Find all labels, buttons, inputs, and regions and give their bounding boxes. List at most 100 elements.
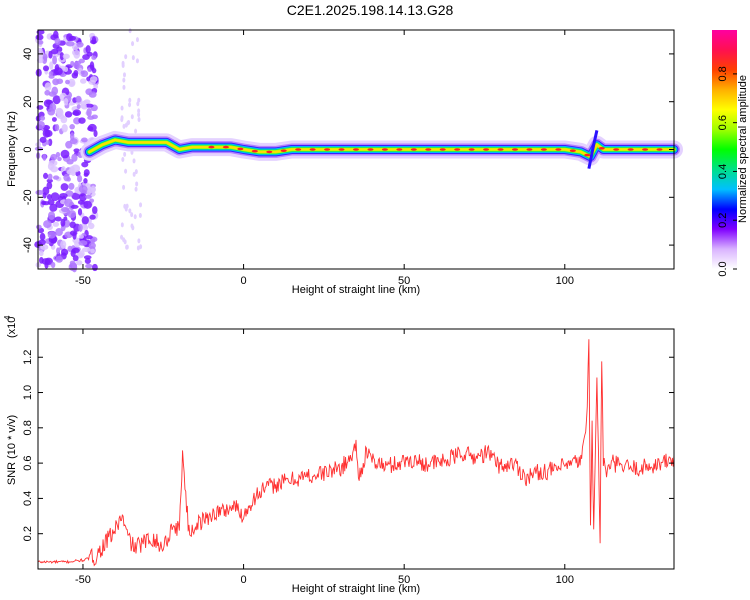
noise-speck — [77, 250, 85, 258]
x-tick-label: 0 — [241, 275, 247, 287]
noise-speck — [71, 72, 78, 79]
y-tick-label: -40 — [22, 237, 34, 253]
noise-speck — [87, 123, 97, 132]
noise-speck — [73, 148, 80, 153]
ridge-peak — [251, 149, 258, 153]
noise-speck — [138, 212, 142, 218]
noise-speck — [85, 194, 92, 199]
y-tick-label: -20 — [22, 189, 34, 205]
noise-speck — [54, 216, 62, 222]
noise-speck — [91, 55, 97, 60]
noise-speck — [136, 245, 140, 251]
colorbar-tick-label: 0.8 — [717, 66, 729, 81]
noise-speck — [128, 28, 132, 34]
noise-speck — [48, 159, 58, 167]
colorbar-tick-label: 0.6 — [717, 115, 729, 130]
noise-speck — [63, 98, 69, 106]
noise-speck — [122, 84, 126, 90]
noise-speck — [69, 221, 76, 229]
noise-speck — [52, 175, 60, 180]
noise-speck — [77, 208, 83, 216]
noise-speck — [135, 37, 139, 43]
ridge-peak — [410, 148, 417, 151]
noise-speck — [137, 97, 141, 103]
noise-speck — [39, 115, 46, 121]
noise-speck — [90, 237, 96, 244]
noise-speck — [78, 223, 83, 232]
noise-speck — [89, 214, 96, 220]
noise-speck — [80, 103, 87, 109]
noise-speck — [46, 178, 53, 183]
noise-speck — [49, 203, 58, 212]
noise-speck — [87, 222, 95, 230]
noise-speck — [49, 61, 54, 70]
colorbar-gradient — [712, 30, 737, 269]
noise-speck — [67, 245, 73, 252]
ridge-peak — [555, 148, 562, 151]
noise-speck — [36, 57, 44, 64]
ridge-peak — [381, 148, 388, 151]
noise-speck — [79, 193, 87, 202]
noise-speck — [79, 78, 87, 84]
noise-speck — [75, 95, 82, 103]
colorbar-tick-label: 0.0 — [717, 261, 729, 276]
noise-speck — [121, 157, 125, 163]
y-tick-label: 0.2 — [22, 526, 34, 541]
noise-speck — [55, 255, 64, 263]
ridge-peak — [642, 148, 649, 151]
noise-speck — [134, 128, 138, 134]
noise-speck — [85, 263, 93, 269]
y-tick-label: 0 — [22, 146, 34, 152]
noise-speck — [48, 50, 53, 59]
noise-speck — [41, 56, 48, 64]
noise-speck — [83, 172, 89, 177]
noise-speck — [54, 64, 60, 72]
noise-speck — [81, 161, 89, 168]
noise-speck — [135, 181, 139, 187]
noise-speck — [91, 67, 97, 74]
noise-speck — [90, 248, 95, 254]
ridge-peak — [353, 148, 359, 151]
noise-speck — [77, 174, 83, 183]
noise-speck — [51, 117, 57, 122]
ridge-peak — [222, 145, 229, 149]
noise-speck — [36, 29, 45, 35]
noise-speck — [60, 115, 68, 124]
noise-speck — [59, 52, 65, 61]
spectrogram-x-label: Height of straight line (km) — [292, 284, 420, 296]
noise-speck — [62, 53, 70, 60]
noise-speck — [65, 79, 70, 85]
noise-speck — [43, 172, 49, 180]
snr-multiplier: (x10 — [6, 317, 18, 338]
noise-speck — [125, 244, 129, 250]
y-tick-label: 1.0 — [22, 385, 34, 400]
noise-speck — [78, 240, 88, 246]
noise-speck — [50, 261, 56, 269]
noise-speck — [137, 112, 141, 118]
y-tick-label: 40 — [22, 48, 34, 60]
noise-speck — [55, 227, 63, 237]
noise-speck — [132, 158, 136, 164]
ridge-peak — [613, 148, 620, 151]
noise-speck — [128, 97, 132, 103]
noise-speck — [50, 192, 60, 201]
snr-y-label: SNR (10 * v/v) — [6, 415, 18, 485]
ridge-peak — [540, 148, 547, 151]
ridge-peak — [526, 148, 533, 151]
noise-speck — [66, 177, 71, 182]
noise-speck — [134, 186, 138, 192]
noise-speck — [61, 124, 68, 133]
noise-speck — [43, 220, 52, 228]
noise-speck — [83, 200, 92, 209]
x-tick-label: -50 — [75, 574, 91, 586]
noise-speck — [122, 237, 126, 243]
noise-speck — [44, 82, 52, 92]
noise-speck — [93, 84, 99, 89]
noise-speck — [88, 91, 97, 98]
noise-speck — [124, 122, 128, 128]
noise-speck — [46, 193, 52, 200]
noise-speck — [52, 221, 60, 227]
noise-speck — [35, 68, 42, 77]
noise-speck — [86, 187, 91, 196]
x-tick-label: -50 — [75, 275, 91, 287]
